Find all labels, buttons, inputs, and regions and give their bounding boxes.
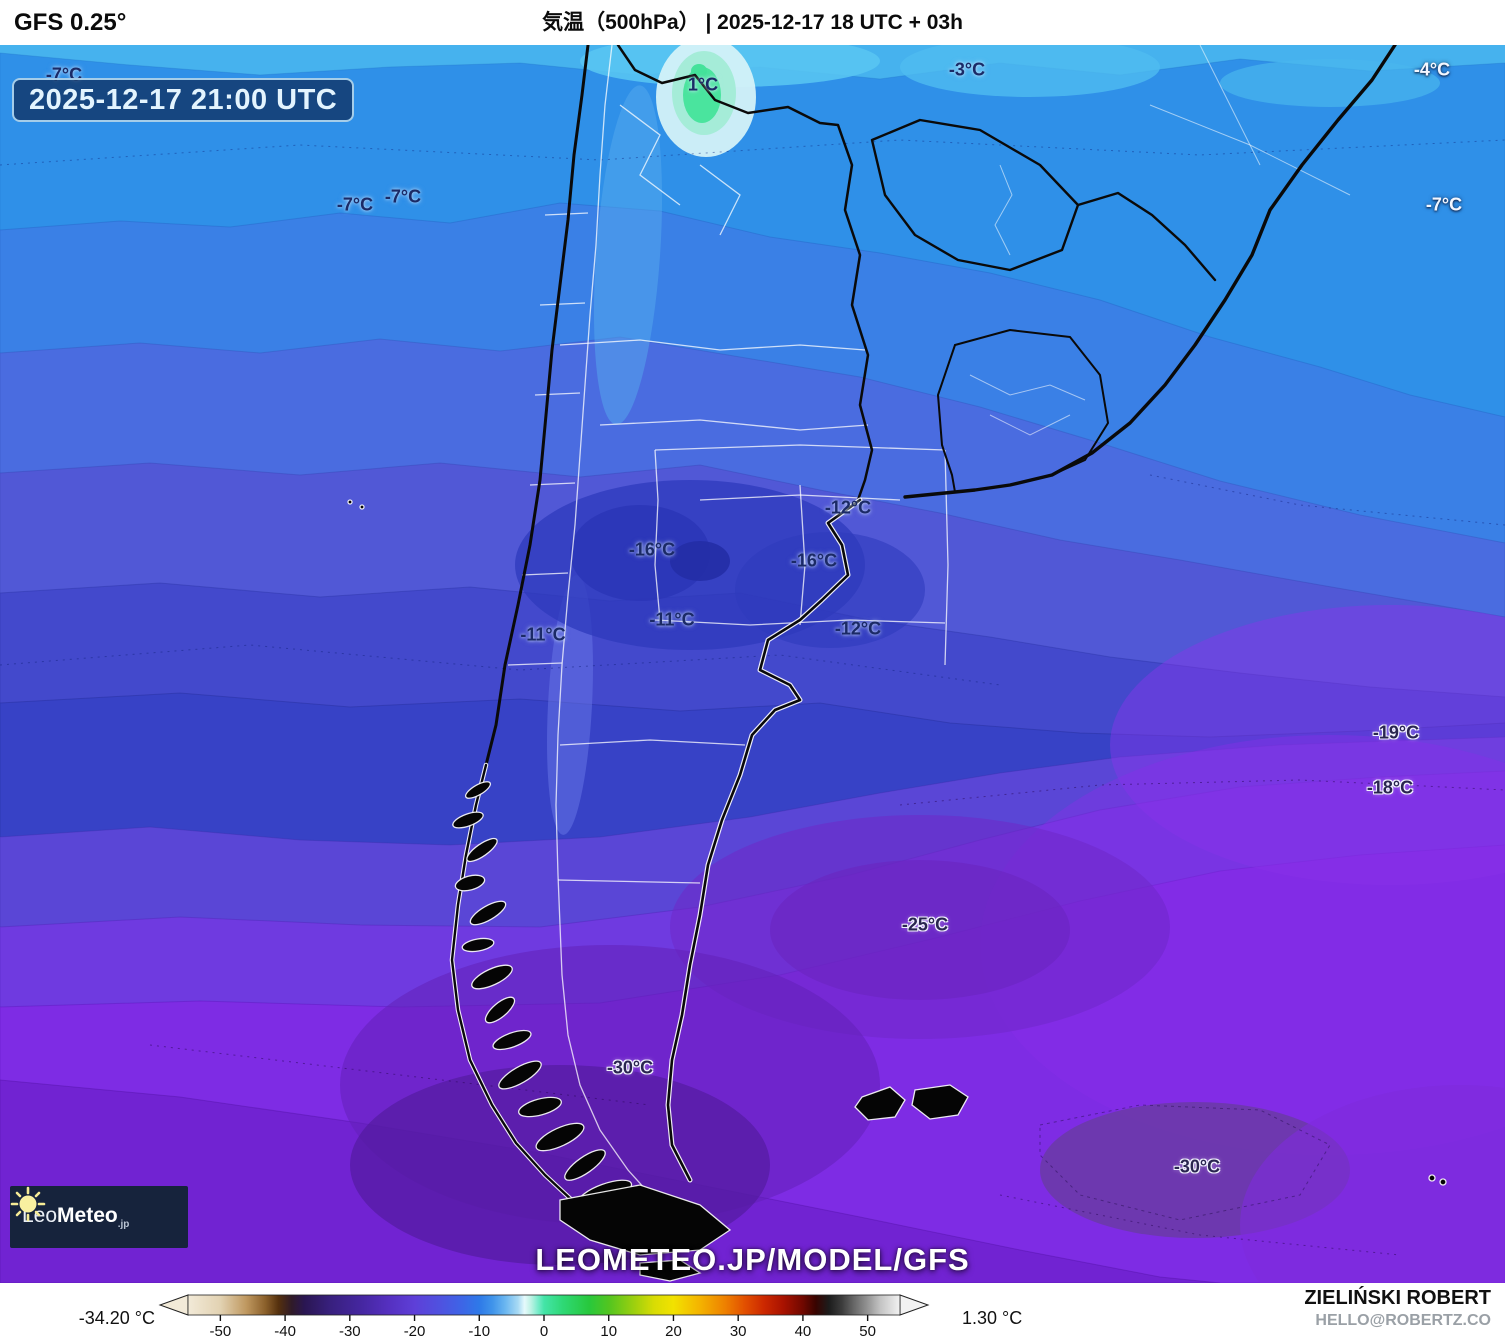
page-title: 気温（500hPa） | 2025-12-17 18 UTC + 03h [542, 11, 963, 34]
svg-text:-20: -20 [404, 1323, 426, 1338]
svg-text:-10: -10 [468, 1323, 490, 1338]
colorbar-left-arrow [158, 1294, 189, 1316]
svg-text:30: 30 [730, 1323, 747, 1338]
credit-name: ZIELIŃSKI ROBERT [1304, 1287, 1491, 1309]
credit-email: HELLO@ROBERTZ.CO [1315, 1312, 1491, 1329]
colorbar-gradient [187, 1294, 901, 1316]
colorbar-max-value: 1.30 °C [962, 1308, 1023, 1328]
leometeo-logo: LeoMeteo.jp [10, 1186, 188, 1248]
svg-text:0: 0 [540, 1323, 548, 1338]
colorbar: -50 -40 -30 -20 -10 0 10 20 30 40 50 [158, 1294, 930, 1338]
neighbor-interior-borders [969, 45, 1351, 436]
footer-bar: -34.20 °C -50 -40 -30 -20 -10 0 10 20 30 40 50 1.3… [0, 1283, 1505, 1338]
logo-brand-bold: Meteo [57, 1203, 118, 1227]
svg-text:-50: -50 [210, 1323, 232, 1338]
svg-text:-30: -30 [339, 1323, 361, 1338]
timestamp-overlay: 2025-12-17 21:00 UTC [12, 78, 355, 122]
svg-text:10: 10 [600, 1323, 617, 1338]
watermark: LEOMETEO.JP/MODEL/GFS [535, 1242, 970, 1277]
contour-lines [0, 139, 1505, 1256]
logo-tld: .jp [117, 1219, 130, 1231]
svg-text:-40: -40 [274, 1323, 296, 1338]
model-name: GFS 0.25° [14, 9, 127, 36]
colorbar-min-value: -34.20 °C [78, 1308, 155, 1328]
colorbar-ticks: -50 -40 -30 -20 -10 0 10 20 30 40 50 [210, 1315, 876, 1338]
province-borders [507, 45, 949, 1201]
southern-coastlines [449, 497, 863, 1206]
header-bar: GFS 0.25° 気温（500hPa） | 2025-12-17 18 UTC… [0, 0, 1505, 45]
sun-icon [10, 1186, 46, 1222]
svg-text:20: 20 [665, 1323, 682, 1338]
temperature-map-canvas [0, 45, 1505, 1283]
svg-text:40: 40 [795, 1323, 812, 1338]
map-area: -7°C -7°C -7°C 1°C -3°C -4°C -7°C -12°C -16°C -16… [0, 45, 1505, 1284]
coastlines [484, 45, 1397, 767]
fjord-islands [347, 499, 1447, 1282]
colorbar-right-arrow [899, 1294, 930, 1316]
svg-text:50: 50 [859, 1323, 876, 1338]
